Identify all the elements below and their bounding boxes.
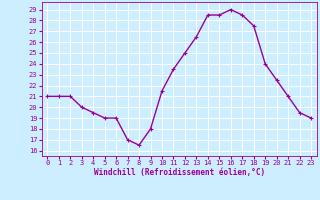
X-axis label: Windchill (Refroidissement éolien,°C): Windchill (Refroidissement éolien,°C) (94, 168, 265, 177)
